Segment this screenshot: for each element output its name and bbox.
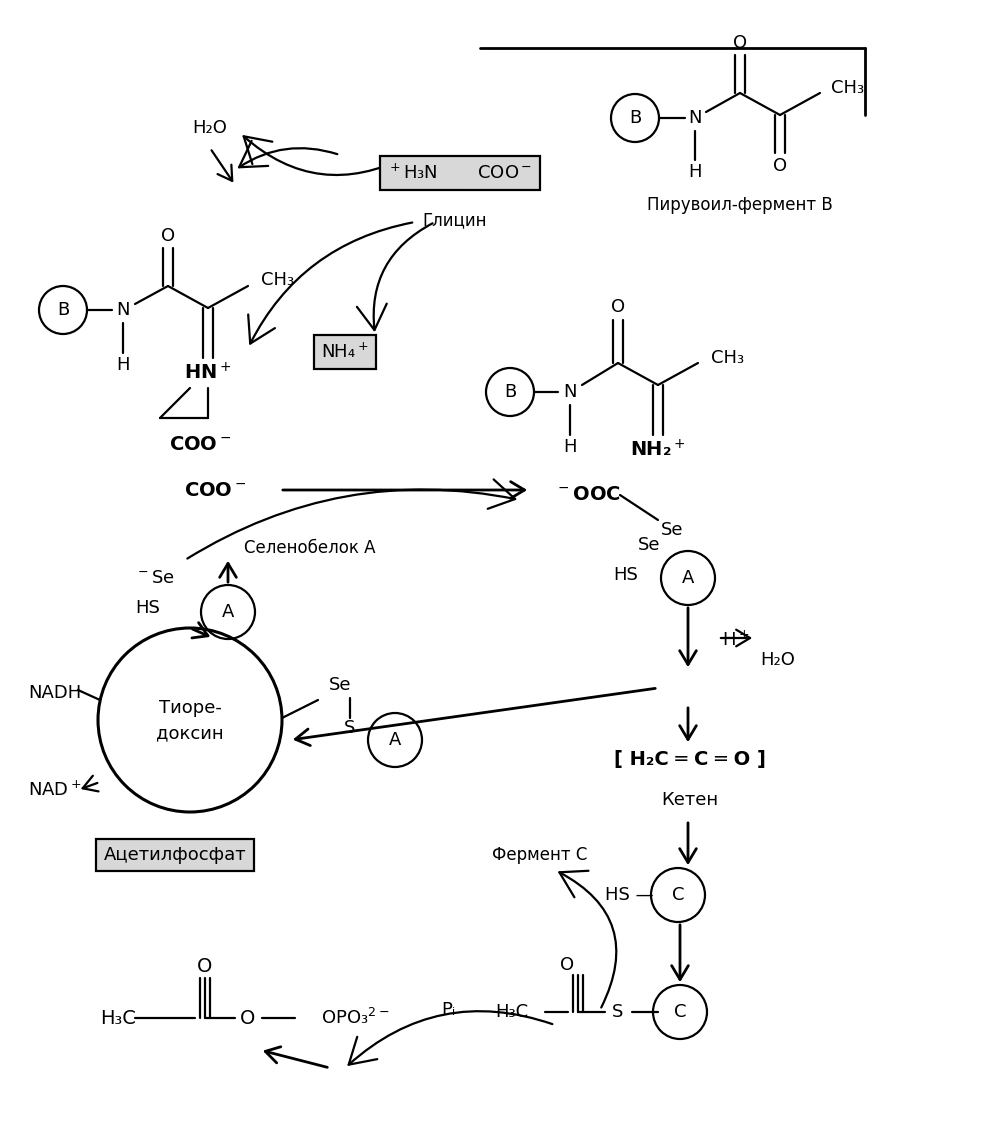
Text: CH₃: CH₃	[261, 271, 295, 289]
Text: Глицин: Глицин	[423, 211, 487, 228]
Text: NH₄$^+$: NH₄$^+$	[321, 342, 369, 362]
Text: H: H	[688, 163, 702, 181]
Text: H: H	[563, 439, 577, 456]
Text: Фермент С: Фермент С	[492, 846, 588, 864]
FancyArrowPatch shape	[239, 141, 337, 168]
Text: NADH: NADH	[28, 684, 81, 701]
Text: HN$^+$: HN$^+$	[184, 363, 232, 383]
Text: $^-$Se: $^-$Se	[135, 569, 175, 587]
Text: $^-$OOC: $^-$OOC	[555, 486, 621, 504]
Text: Селенобелок А: Селенобелок А	[244, 540, 376, 557]
Text: CH₃: CH₃	[711, 349, 745, 367]
Text: HS: HS	[135, 599, 160, 616]
FancyArrowPatch shape	[244, 137, 408, 174]
Text: B: B	[57, 301, 69, 319]
Text: Пирувоил-фермент В: Пирувоил-фермент В	[647, 196, 833, 214]
Text: COO$^-$: COO$^-$	[169, 435, 231, 455]
Text: B: B	[504, 383, 516, 401]
Text: A: A	[389, 731, 401, 748]
Text: N: N	[563, 383, 577, 401]
FancyArrowPatch shape	[357, 223, 433, 331]
Text: H₃C: H₃C	[100, 1008, 136, 1027]
Text: NAD$^+$: NAD$^+$	[28, 781, 82, 800]
Text: N: N	[116, 301, 130, 319]
Text: O: O	[197, 956, 213, 976]
Text: Ацетилфосфат: Ацетилфосфат	[104, 846, 246, 864]
Text: O: O	[240, 1008, 256, 1027]
Text: Se: Se	[661, 521, 683, 540]
Text: H$^+$: H$^+$	[722, 630, 749, 650]
Text: H₃C: H₃C	[495, 1003, 529, 1021]
Text: H: H	[116, 356, 130, 374]
FancyArrowPatch shape	[187, 480, 515, 559]
FancyArrowPatch shape	[349, 1011, 552, 1064]
Text: CH₃: CH₃	[831, 79, 865, 96]
Text: C: C	[674, 1003, 686, 1021]
FancyArrowPatch shape	[559, 871, 616, 1008]
Text: Тиоре-: Тиоре-	[159, 699, 221, 718]
Text: HS —: HS —	[605, 886, 654, 903]
Text: O: O	[773, 157, 787, 174]
Text: Se: Se	[329, 676, 351, 695]
Text: A: A	[682, 569, 694, 587]
Text: O: O	[733, 34, 747, 52]
FancyArrowPatch shape	[248, 223, 412, 343]
Text: H₂O: H₂O	[193, 119, 227, 137]
Text: HS: HS	[613, 566, 638, 584]
Text: O: O	[611, 298, 625, 316]
Text: NH₂$^+$: NH₂$^+$	[630, 440, 686, 460]
Text: Se: Se	[638, 536, 660, 554]
Text: Кетен: Кетен	[661, 791, 719, 809]
Text: A: A	[222, 603, 234, 621]
Text: S: S	[344, 719, 356, 737]
Text: H₂O: H₂O	[760, 651, 795, 669]
Text: доксин: доксин	[156, 724, 224, 742]
Text: S: S	[612, 1003, 624, 1021]
Text: B: B	[629, 109, 641, 127]
Text: OPO₃$^{2-}$: OPO₃$^{2-}$	[321, 1008, 389, 1029]
Text: O: O	[560, 956, 574, 974]
Text: [ H₂C ═ C ═ O ]: [ H₂C ═ C ═ O ]	[614, 751, 766, 769]
Text: Pᵢ: Pᵢ	[441, 1001, 455, 1019]
Text: N: N	[688, 109, 702, 127]
Text: C: C	[672, 886, 684, 903]
Text: O: O	[161, 227, 175, 245]
Text: COO$^-$: COO$^-$	[184, 481, 246, 499]
Text: $^+$H₃N       COO$^-$: $^+$H₃N COO$^-$	[387, 163, 533, 183]
